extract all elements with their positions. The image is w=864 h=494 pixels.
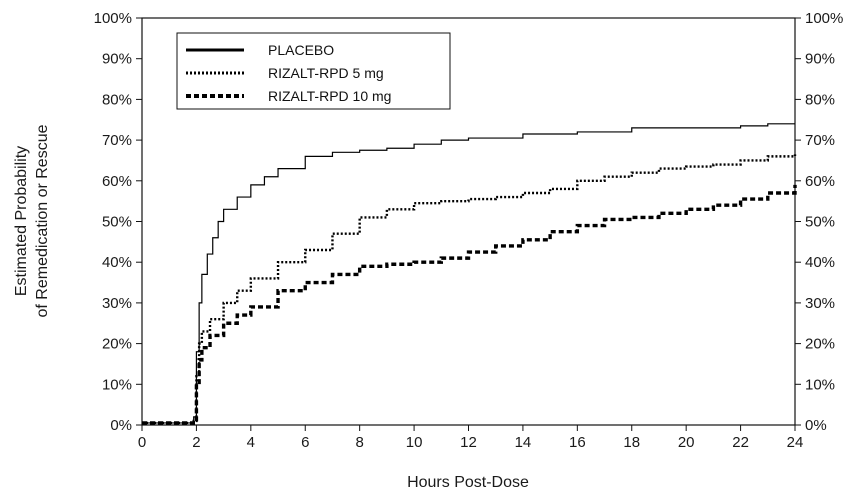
x-tick-label: 4 [247,434,255,451]
x-tick-label: 24 [787,434,804,451]
x-tick-label: 14 [515,434,532,451]
y-tick-label-left: 60% [102,173,132,190]
y-ticks-right: 0% 10% 20% 30% 40% 50% 60% 70% 80% 90% 100% [795,10,843,434]
x-tick-label: 6 [301,434,309,451]
y-tick-label-left: 40% [102,254,132,271]
y-axis-title-line1: Estimated Probability [13,146,30,296]
y-tick-label-left: 80% [102,91,132,108]
y-tick-label-left: 50% [102,214,132,231]
y-tick-label-right: 30% [805,295,835,312]
x-ticks: 0 2 4 6 8 10 12 14 16 18 20 22 24 [138,425,804,451]
x-tick-label: 10 [406,434,423,451]
y-tick-label-left: 30% [102,295,132,312]
y-ticks-left: 0% 10% 20% 30% 40% 50% 60% 70% 80% 90% 100% [94,10,142,434]
y-tick-label-right: 70% [805,132,835,149]
series-line-10mg [142,184,797,425]
y-axis-title: Estimated Probability of Remedication or… [13,124,51,317]
y-tick-label-right: 60% [805,173,835,190]
series-layer [142,123,797,425]
x-tick-label: 0 [138,434,146,451]
legend-label-10mg: RIZALT-RPD 10 mg [268,88,391,104]
y-tick-label-right: 10% [805,376,835,393]
y-tick-label-right: 0% [805,417,827,434]
y-tick-label-right: 50% [805,214,835,231]
x-tick-label: 8 [355,434,363,451]
y-tick-label-left: 90% [102,51,132,68]
y-tick-label-left: 70% [102,132,132,149]
x-tick-label: 20 [678,434,695,451]
y-tick-label-left: 20% [102,336,132,353]
y-tick-label-left: 100% [94,10,132,27]
x-axis-title: Hours Post-Dose [407,474,529,491]
y-tick-label-right: 80% [805,91,835,108]
series-line-5mg [142,154,797,425]
x-tick-label: 18 [623,434,640,451]
y-axis-title-line2: of Remedication or Rescue [34,124,51,317]
y-tick-label-right: 100% [805,10,843,27]
legend: PLACEBO RIZALT-RPD 5 mg RIZALT-RPD 10 mg [176,32,451,110]
y-tick-label-right: 90% [805,51,835,68]
legend-label-placebo: PLACEBO [268,42,334,58]
y-tick-label-right: 20% [805,336,835,353]
x-tick-label: 16 [569,434,586,451]
y-tick-label-right: 40% [805,254,835,271]
x-tick-label: 12 [460,434,477,451]
x-tick-label: 22 [732,434,749,451]
y-tick-label-left: 10% [102,376,132,393]
series-line-placebo [142,123,795,424]
legend-label-5mg: RIZALT-RPD 5 mg [268,65,384,81]
y-tick-label-left: 0% [110,417,132,434]
x-tick-label: 2 [192,434,200,451]
